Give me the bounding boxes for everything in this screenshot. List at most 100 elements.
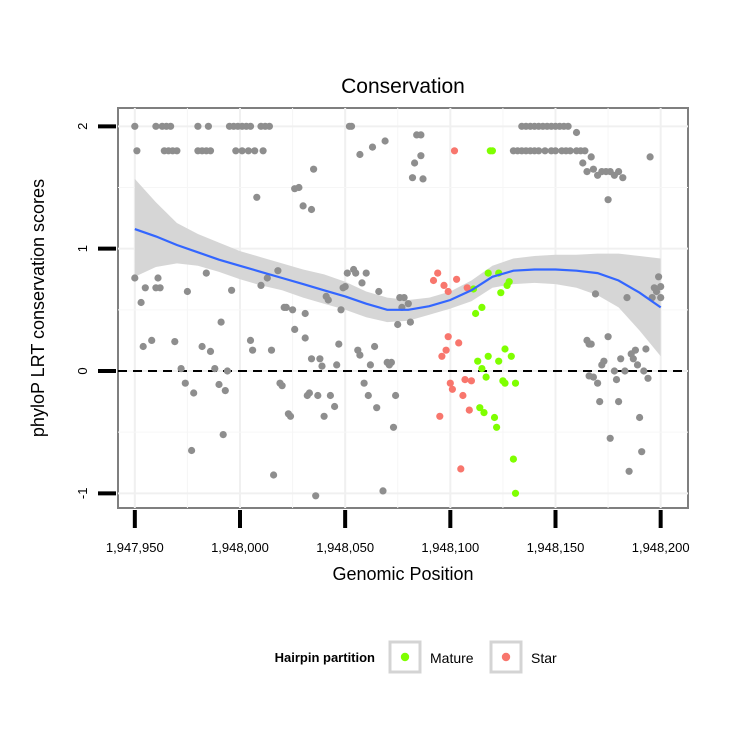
star-point xyxy=(436,412,444,420)
legend-title: Hairpin partition xyxy=(275,650,375,665)
data-point xyxy=(633,361,642,369)
legend-label-mature: Mature xyxy=(430,650,474,666)
data-point xyxy=(362,269,370,277)
data-point xyxy=(358,279,366,287)
legend: Hairpin partition Mature Star xyxy=(275,640,557,674)
data-point xyxy=(141,284,149,292)
star-point xyxy=(448,385,456,393)
data-point xyxy=(644,374,652,382)
star-point xyxy=(440,281,448,289)
data-point xyxy=(604,333,612,341)
data-point xyxy=(615,168,623,176)
data-point xyxy=(579,159,587,167)
mature-point xyxy=(493,423,501,431)
star-point xyxy=(465,406,473,414)
data-point xyxy=(417,131,425,139)
legend-item-mature: Mature xyxy=(388,640,474,674)
mature-point xyxy=(472,309,480,318)
data-point xyxy=(183,287,191,296)
data-point xyxy=(177,365,185,373)
data-point xyxy=(623,294,631,302)
data-point xyxy=(389,423,398,431)
data-point xyxy=(657,283,665,291)
data-point xyxy=(299,202,307,210)
data-point xyxy=(366,361,374,369)
x-axis: 1,947,950 1,948,000 1,948,050 1,948,100 1,94… xyxy=(106,510,690,555)
data-point xyxy=(341,283,349,291)
data-point xyxy=(171,338,179,346)
data-point xyxy=(642,345,650,353)
smooth-line xyxy=(134,228,662,311)
mature-point xyxy=(478,365,486,373)
data-point xyxy=(379,487,387,495)
star-point xyxy=(438,352,446,360)
data-point xyxy=(356,351,364,359)
mature-point xyxy=(484,269,492,277)
y-axis-title: phyloP LRT conservation scores xyxy=(28,179,48,437)
legend-item-star: Star xyxy=(489,640,557,674)
data-point xyxy=(167,122,175,130)
data-point xyxy=(301,309,309,318)
mature-point xyxy=(511,379,520,387)
data-point xyxy=(587,340,595,348)
data-point xyxy=(244,147,252,155)
data-point xyxy=(291,325,299,333)
data-point xyxy=(305,389,313,397)
data-point xyxy=(257,281,265,289)
data-point xyxy=(265,122,273,130)
data-point xyxy=(535,147,543,155)
data-point xyxy=(411,159,419,167)
star-point xyxy=(429,276,438,285)
data-point xyxy=(417,152,425,160)
data-point xyxy=(621,367,629,375)
star-point xyxy=(453,275,461,283)
data-point xyxy=(612,376,621,384)
data-point xyxy=(619,174,627,182)
mature-point xyxy=(509,455,517,463)
legend-swatch-star xyxy=(501,652,511,662)
data-point xyxy=(181,379,189,387)
y-tick-label: 2 xyxy=(75,123,90,130)
data-point xyxy=(657,294,665,302)
data-point xyxy=(215,380,223,389)
data-point xyxy=(615,398,623,406)
star-point xyxy=(442,346,450,354)
star-point xyxy=(450,147,459,155)
data-point xyxy=(394,320,402,329)
data-point xyxy=(270,471,278,479)
y-tick-label: -1 xyxy=(75,488,90,500)
data-point xyxy=(131,122,139,130)
star-point xyxy=(446,379,454,387)
data-point xyxy=(381,137,389,145)
data-point xyxy=(278,382,286,390)
data-point xyxy=(289,306,297,314)
legend-swatch-mature xyxy=(400,652,410,662)
data-point xyxy=(238,147,246,155)
data-point xyxy=(352,269,360,277)
data-point xyxy=(566,147,574,155)
y-axis: -1 0 1 2 xyxy=(75,123,116,499)
legend-label-star: Star xyxy=(531,650,557,666)
data-point xyxy=(253,193,261,201)
data-point xyxy=(246,336,255,344)
mature-point xyxy=(488,147,496,155)
y-tick-label: 0 xyxy=(75,367,90,374)
data-point xyxy=(600,357,608,365)
data-point xyxy=(406,318,414,326)
x-tick-label: 1,948,000 xyxy=(211,540,269,555)
mature-point xyxy=(480,409,488,417)
mature-point xyxy=(482,373,490,381)
data-point xyxy=(274,267,282,275)
data-point xyxy=(356,150,364,159)
data-point xyxy=(211,365,219,373)
data-point xyxy=(307,355,316,363)
data-point xyxy=(636,413,644,422)
data-point xyxy=(564,122,572,130)
data-point xyxy=(188,446,196,455)
mature-point xyxy=(507,352,515,360)
mature-point xyxy=(474,357,482,365)
star-point xyxy=(461,376,469,384)
data-point xyxy=(591,290,600,298)
star-point xyxy=(459,391,467,400)
smooth-trend-line xyxy=(134,228,662,311)
